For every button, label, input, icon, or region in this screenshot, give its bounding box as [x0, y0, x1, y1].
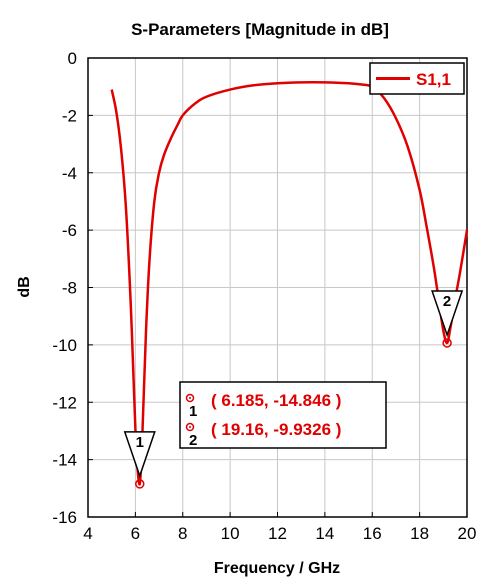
y-tick-label--14: -14 [52, 451, 77, 470]
x-tick-label-12: 12 [268, 524, 287, 543]
y-tick-label--4: -4 [62, 164, 77, 183]
x-axis-ticks: 4 6 8 10 12 14 16 18 20 [83, 512, 476, 543]
readout-marker-1-index: 1 [189, 403, 197, 420]
readout-marker-1-dot [189, 397, 191, 399]
y-tick-label--6: -6 [62, 221, 77, 240]
marker-2-point [442, 338, 452, 348]
x-tick-label-16: 16 [363, 524, 382, 543]
marker-1-point-dot [138, 482, 141, 486]
marker-1: 1 [123, 431, 156, 489]
marker-2-point-dot [445, 341, 449, 345]
legend: S1,1 [369, 62, 465, 95]
marker-1-point [135, 479, 145, 489]
marker-readout-box: 1 ( 6.185, -14.846 ) 2 ( 19.16, -9.9326 … [179, 381, 387, 449]
x-tick-label-6: 6 [131, 524, 140, 543]
x-tick-label-20: 20 [458, 524, 477, 543]
marker-1-label: 1 [136, 434, 144, 451]
y-tick-label--16: -16 [52, 508, 77, 527]
marker-2: 2 [431, 290, 464, 348]
y-axis-ticks: 0 -2 -4 -6 -8 -10 -12 -14 -16 [52, 49, 93, 527]
y-axis-label: dB [16, 276, 33, 297]
y-tick-label--12: -12 [52, 393, 77, 412]
x-tick-label-8: 8 [178, 524, 187, 543]
marker-layer: 12 [123, 290, 464, 489]
legend-entry-s11: S1,1 [416, 70, 451, 89]
readout-marker-1-icon [185, 393, 195, 403]
y-tick-label--10: -10 [52, 336, 77, 355]
x-axis-label: Frequency / GHz [214, 560, 340, 577]
x-tick-label-10: 10 [221, 524, 240, 543]
marker-1-flag [123, 431, 156, 479]
x-tick-label-14: 14 [315, 524, 334, 543]
x-tick-label-18: 18 [410, 524, 429, 543]
readout-marker-1-value: ( 6.185, -14.846 ) [211, 391, 341, 410]
readout-marker-2-dot [189, 426, 191, 428]
x-tick-label-4: 4 [83, 524, 92, 543]
readout-marker-2-value: ( 19.16, -9.9326 ) [211, 420, 341, 439]
y-tick-label--8: -8 [62, 279, 77, 298]
y-tick-label--2: -2 [62, 106, 77, 125]
marker-2-label: 2 [443, 293, 451, 310]
readout-marker-2-index: 2 [189, 432, 197, 449]
readout-frame [179, 381, 387, 449]
chart-title: S-Parameters [Magnitude in dB] [131, 20, 389, 39]
marker-2-flag [431, 290, 464, 338]
readout-marker-2-icon [185, 422, 195, 432]
y-tick-label-0: 0 [68, 49, 77, 68]
